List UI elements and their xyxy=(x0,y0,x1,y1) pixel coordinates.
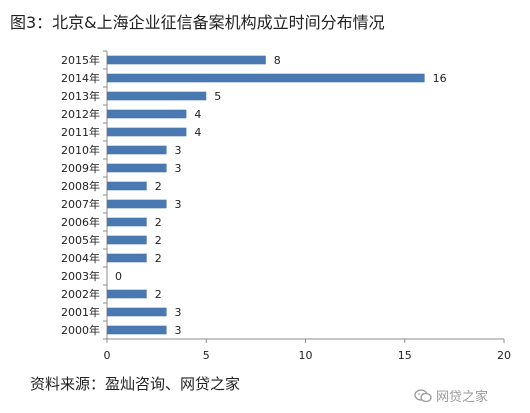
category-label: 2004年 xyxy=(61,251,100,265)
x-tick-label: 0 xyxy=(104,349,111,362)
bar xyxy=(107,307,167,317)
chart-title: 图3：北京&上海企业征信备案机构成立时间分布情况 xyxy=(10,13,385,32)
bar xyxy=(107,73,425,83)
category-label: 2012年 xyxy=(61,107,100,121)
category-label: 2007年 xyxy=(61,197,100,211)
data-label: 3 xyxy=(175,162,182,175)
bar xyxy=(107,145,167,155)
x-tick-label: 5 xyxy=(203,349,210,362)
category-label: 2002年 xyxy=(61,287,100,301)
data-label: 2 xyxy=(155,234,162,247)
category-label: 2006年 xyxy=(61,215,100,229)
x-tick-label: 20 xyxy=(497,349,511,362)
x-tick-label: 15 xyxy=(398,349,412,362)
category-label: 2011年 xyxy=(61,125,100,139)
source-note: 资料来源：盈灿咨询、网贷之家 xyxy=(30,375,241,393)
data-label: 4 xyxy=(194,108,201,121)
data-label: 3 xyxy=(175,198,182,211)
bar xyxy=(107,109,187,119)
category-label: 2005年 xyxy=(61,233,100,247)
x-tick-label: 10 xyxy=(299,349,313,362)
bar xyxy=(107,289,147,299)
category-label: 2001年 xyxy=(61,305,100,319)
data-label: 0 xyxy=(115,270,122,283)
data-label: 2 xyxy=(155,288,162,301)
bar xyxy=(107,91,207,101)
category-label: 2013年 xyxy=(61,89,100,103)
bar xyxy=(107,253,147,263)
category-label: 2003年 xyxy=(61,269,100,283)
category-label: 2000年 xyxy=(61,323,100,337)
chart-axes: 0 5 10 15 20 xyxy=(103,50,511,362)
category-label: 2010年 xyxy=(61,143,100,157)
category-label: 2015年 xyxy=(61,53,100,67)
chart-bars xyxy=(107,55,425,335)
data-label: 8 xyxy=(274,54,281,67)
wechat-icon xyxy=(414,388,432,402)
data-label: 2 xyxy=(155,180,162,193)
bar xyxy=(107,325,167,335)
chart-labels: 2015年 8 2014年 16 2013年 5 2012年 4 2011年 4 2010年 3 200… xyxy=(61,53,447,337)
data-label: 5 xyxy=(214,90,221,103)
category-label: 2009年 xyxy=(61,161,100,175)
bar xyxy=(107,235,147,245)
watermark: 网贷之家 xyxy=(414,386,488,405)
category-label: 2008年 xyxy=(61,179,100,193)
bar xyxy=(107,217,147,227)
bar xyxy=(107,127,187,137)
data-label: 16 xyxy=(433,72,447,85)
bar xyxy=(107,55,266,65)
data-label: 2 xyxy=(155,216,162,229)
data-label: 2 xyxy=(155,252,162,265)
data-label: 4 xyxy=(194,126,201,139)
bar xyxy=(107,199,167,209)
bar xyxy=(107,181,147,191)
watermark-text: 网贷之家 xyxy=(436,390,489,405)
bar xyxy=(107,163,167,173)
data-label: 3 xyxy=(175,144,182,157)
data-label: 3 xyxy=(175,306,182,319)
category-label: 2014年 xyxy=(61,71,100,85)
data-label: 3 xyxy=(175,324,182,337)
